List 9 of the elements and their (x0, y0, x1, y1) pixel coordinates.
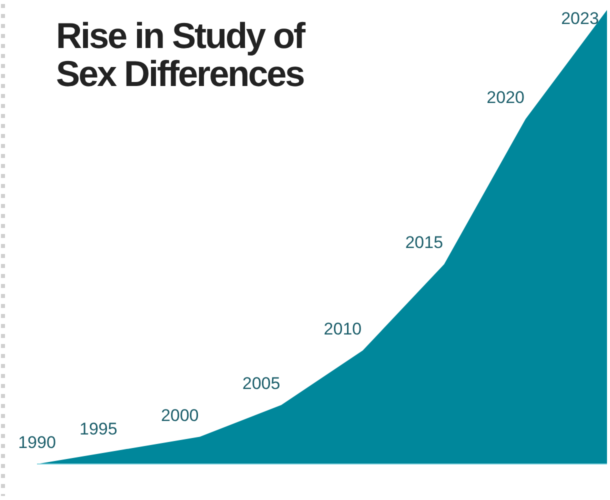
x-tick-label: 1995 (80, 419, 118, 438)
x-tick-label: 2020 (486, 88, 524, 107)
x-tick-label: 2005 (242, 374, 280, 393)
x-tick-label: 1990 (18, 433, 56, 452)
x-tick-label: 2023 (561, 9, 599, 28)
text: Rise in Study of Sex Differences (56, 15, 307, 94)
x-tick-label: 2000 (160, 406, 199, 425)
x-tick-label: 2010 (324, 320, 362, 338)
x-tick-label: 2015 (405, 233, 444, 252)
